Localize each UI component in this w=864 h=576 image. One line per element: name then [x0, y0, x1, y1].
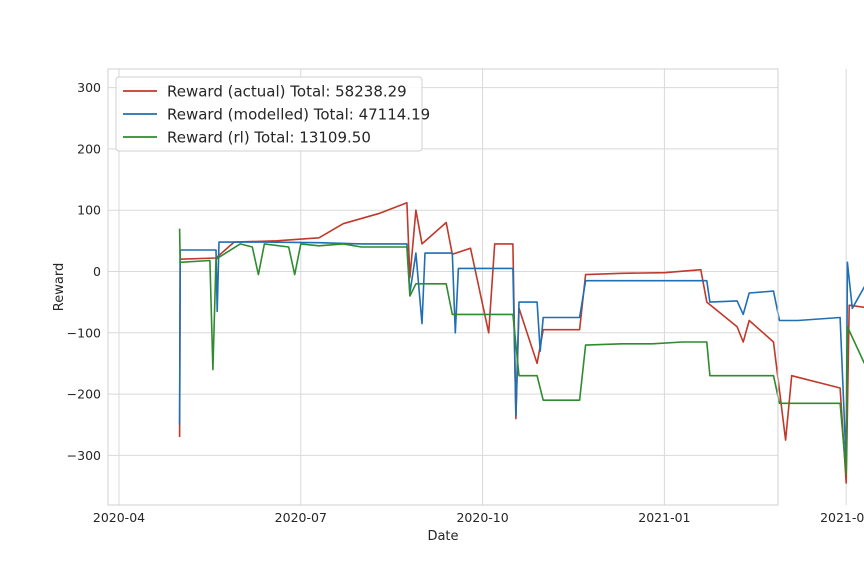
legend-label-2: Reward (rl) Total: 13109.50: [167, 129, 371, 147]
plot-frame: [107, 68, 779, 506]
x-tick-label: 2021-04: [820, 510, 864, 525]
y-tick-label: 200: [77, 141, 101, 156]
y-tick-label: −200: [67, 387, 101, 402]
y-tick-labels: 300 200 100 0 −100 −200 −300: [67, 80, 101, 463]
series-line-1: [178, 241, 864, 466]
y-tick-label: 0: [93, 264, 101, 279]
x-axis-title: Date: [427, 529, 458, 544]
x-tick-label: 2020-04: [93, 510, 145, 525]
legend-label-0: Reward (actual) Total: 58238.29: [167, 83, 407, 101]
y-tick-label: −300: [67, 448, 101, 463]
y-axis-title: Reward: [52, 263, 67, 311]
series-layer: [178, 202, 864, 484]
series-line-2: [178, 228, 864, 475]
legend-label-1: Reward (modelled) Total: 47114.19: [167, 106, 430, 124]
grid: [108, 69, 847, 505]
y-tick-label: 100: [77, 203, 101, 218]
x-tick-label: 2020-07: [275, 510, 327, 525]
x-tick-labels: 2020-042020-072020-102021-012021-042021-…: [93, 510, 864, 525]
legend: Reward (actual) Total: 58238.29 Reward (m…: [115, 76, 430, 152]
series-line-0: [178, 202, 864, 484]
y-tick-label: 300: [77, 80, 101, 95]
legend-box: [115, 76, 423, 152]
y-tick-label: −100: [67, 325, 101, 340]
x-tick-label: 2020-10: [456, 510, 508, 525]
x-tick-label: 2021-01: [638, 510, 690, 525]
